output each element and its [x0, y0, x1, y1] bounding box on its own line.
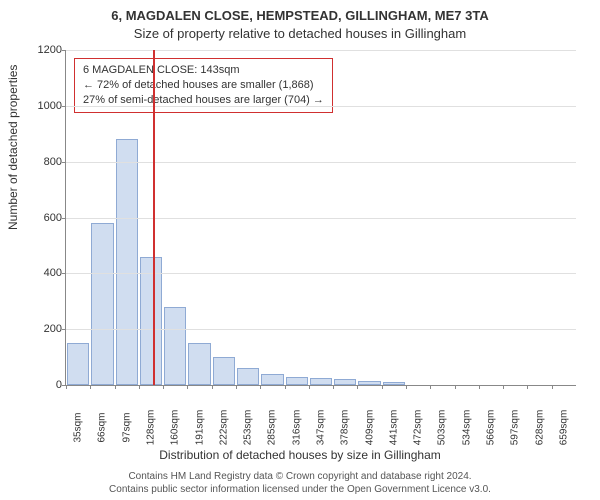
- xtick-label: 191sqm: [194, 408, 205, 448]
- xtick-mark: [333, 385, 334, 389]
- marker-line: [153, 50, 155, 385]
- xtick-mark: [382, 385, 383, 389]
- xtick-mark: [479, 385, 480, 389]
- histogram-bar: [67, 343, 89, 385]
- xtick-mark: [66, 385, 67, 389]
- gridline: [66, 329, 576, 330]
- histogram-bar: [261, 374, 283, 385]
- gridline: [66, 273, 576, 274]
- ytick-label: 0: [28, 379, 62, 391]
- xtick-label: 316sqm: [291, 408, 302, 448]
- xtick-mark: [139, 385, 140, 389]
- xtick-mark: [90, 385, 91, 389]
- histogram-bar: [383, 382, 405, 385]
- xtick-mark: [552, 385, 553, 389]
- xtick-mark: [455, 385, 456, 389]
- xtick-label: 66sqm: [97, 408, 108, 448]
- histogram-bar: [310, 378, 332, 385]
- ytick-mark: [62, 218, 66, 219]
- annotation-line2: ← 72% of detached houses are smaller (1,…: [83, 78, 324, 93]
- xtick-label: 128sqm: [146, 408, 157, 448]
- xtick-label: 503sqm: [437, 408, 448, 448]
- histogram-bar: [164, 307, 186, 385]
- annotation-box: 6 MAGDALEN CLOSE: 143sqm ← 72% of detach…: [74, 58, 333, 113]
- gridline: [66, 218, 576, 219]
- xtick-label: 597sqm: [510, 408, 521, 448]
- plot-area: 6 MAGDALEN CLOSE: 143sqm ← 72% of detach…: [65, 50, 576, 386]
- histogram-bar: [334, 379, 356, 385]
- footer: Contains HM Land Registry data © Crown c…: [0, 470, 600, 496]
- xtick-label: 409sqm: [364, 408, 375, 448]
- xtick-mark: [309, 385, 310, 389]
- x-axis-label: Distribution of detached houses by size …: [0, 448, 600, 462]
- xtick-label: 285sqm: [267, 408, 278, 448]
- annotation-line1: 6 MAGDALEN CLOSE: 143sqm: [83, 63, 324, 78]
- ytick-label: 1000: [28, 100, 62, 112]
- xtick-mark: [285, 385, 286, 389]
- title-subtitle: Size of property relative to detached ho…: [0, 26, 600, 41]
- xtick-label: 566sqm: [486, 408, 497, 448]
- xtick-label: 97sqm: [121, 408, 132, 448]
- xtick-label: 472sqm: [413, 408, 424, 448]
- xtick-label: 35sqm: [73, 408, 84, 448]
- xtick-mark: [115, 385, 116, 389]
- xtick-mark: [212, 385, 213, 389]
- y-axis-label: Number of detached properties: [6, 65, 20, 230]
- ytick-mark: [62, 50, 66, 51]
- histogram-bar: [91, 223, 113, 385]
- xtick-mark: [357, 385, 358, 389]
- histogram-bar: [358, 381, 380, 385]
- gridline: [66, 106, 576, 107]
- xtick-label: 628sqm: [534, 408, 545, 448]
- ytick-label: 600: [28, 212, 62, 224]
- xtick-mark: [163, 385, 164, 389]
- ytick-label: 1200: [28, 44, 62, 56]
- gridline: [66, 162, 576, 163]
- xtick-mark: [430, 385, 431, 389]
- histogram-bar: [213, 357, 235, 385]
- ytick-mark: [62, 273, 66, 274]
- xtick-mark: [503, 385, 504, 389]
- xtick-label: 378sqm: [340, 408, 351, 448]
- ytick-label: 200: [28, 323, 62, 335]
- ytick-mark: [62, 106, 66, 107]
- xtick-mark: [236, 385, 237, 389]
- xtick-mark: [187, 385, 188, 389]
- footer-line2: Contains public sector information licen…: [0, 483, 600, 496]
- gridline: [66, 50, 576, 51]
- xtick-label: 441sqm: [388, 408, 399, 448]
- xtick-label: 347sqm: [316, 408, 327, 448]
- histogram-bar: [237, 368, 259, 385]
- ytick-mark: [62, 329, 66, 330]
- xtick-mark: [260, 385, 261, 389]
- xtick-mark: [527, 385, 528, 389]
- histogram-bar: [116, 139, 138, 385]
- xtick-label: 160sqm: [170, 408, 181, 448]
- xtick-label: 659sqm: [558, 408, 569, 448]
- ytick-label: 400: [28, 267, 62, 279]
- histogram-bar: [286, 377, 308, 385]
- title-address: 6, MAGDALEN CLOSE, HEMPSTEAD, GILLINGHAM…: [0, 8, 600, 23]
- chart-container: 6, MAGDALEN CLOSE, HEMPSTEAD, GILLINGHAM…: [0, 0, 600, 500]
- ytick-mark: [62, 162, 66, 163]
- ytick-label: 800: [28, 156, 62, 168]
- xtick-mark: [406, 385, 407, 389]
- xtick-label: 222sqm: [218, 408, 229, 448]
- footer-line1: Contains HM Land Registry data © Crown c…: [0, 470, 600, 483]
- histogram-bar: [140, 257, 162, 385]
- xtick-label: 534sqm: [461, 408, 472, 448]
- histogram-bar: [188, 343, 210, 385]
- xtick-label: 253sqm: [243, 408, 254, 448]
